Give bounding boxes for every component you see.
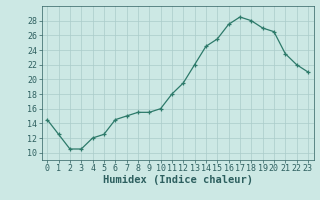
- X-axis label: Humidex (Indice chaleur): Humidex (Indice chaleur): [103, 175, 252, 185]
